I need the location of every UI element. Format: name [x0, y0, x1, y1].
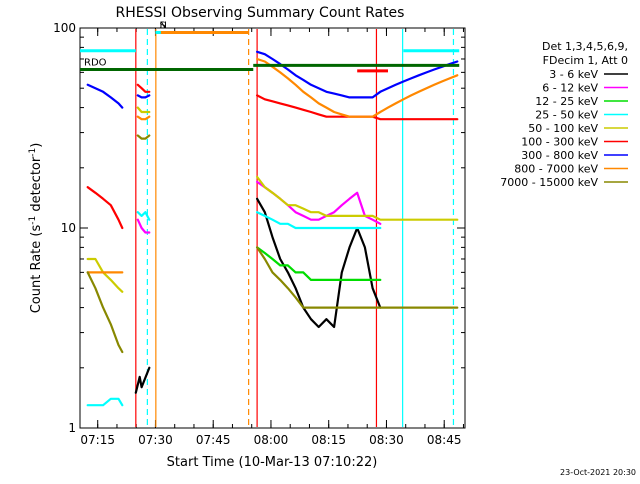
- legend-label: 50 - 100 keV: [528, 122, 598, 135]
- chart-title: RHESSI Observing Summary Count Rates: [116, 5, 405, 21]
- footer-timestamp: 23-Oct-2021 20:30: [560, 468, 636, 477]
- legend-label: 3 - 6 keV: [549, 68, 598, 81]
- y-label-mid: detector: [29, 156, 44, 216]
- x-tick-label: 08:30: [369, 433, 404, 447]
- x-tick-label: 07:15: [80, 433, 115, 447]
- legend-label: 7000 - 15000 keV: [500, 176, 598, 189]
- x-tick-label: 08:45: [427, 433, 462, 447]
- plot-area: [79, 27, 466, 429]
- x-tick-label: 07:45: [196, 433, 231, 447]
- legend-label: 25 - 50 keV: [535, 109, 598, 122]
- y-label-sup1: -1: [28, 216, 38, 225]
- series-line-2: [256, 246, 382, 281]
- legend-label: 800 - 7000 keV: [514, 163, 598, 176]
- y-axis: 1 10 100: [53, 21, 465, 435]
- x-tick-label: 08:15: [311, 433, 346, 447]
- interval-label: RDO: [84, 58, 107, 69]
- y-tick-label: 1: [68, 421, 76, 435]
- y-label-sup2: -1: [28, 148, 38, 157]
- series-line-0: [134, 197, 382, 394]
- intervals-layer: SN RDO: [80, 20, 460, 73]
- x-tick-label: 08:00: [254, 433, 289, 447]
- legend-label: 6 - 12 keV: [542, 82, 598, 95]
- y-label-prefix: Count Rate (s: [29, 225, 44, 314]
- y-tick-label: 100: [53, 21, 76, 35]
- x-axis: 07:15 07:30 07:45 08:00 08:15 08:30 08:45: [80, 28, 464, 447]
- legend: Det 1,3,4,5,6,9, FDecim 1, Att 0 3 - 6 k…: [500, 40, 628, 189]
- series-line-7: [86, 57, 459, 274]
- interval-label: S: [159, 20, 165, 31]
- y-tick-label: 10: [61, 221, 76, 235]
- legend-header-line-1: Det 1,3,4,5,6,9,: [542, 40, 628, 53]
- series-line-8: [86, 134, 459, 354]
- series-line-6: [86, 50, 459, 109]
- y-axis-label: Count Rate (s-1 detector-1): [28, 143, 44, 314]
- series-layer: [86, 50, 459, 405]
- x-axis-label: Start Time (10-Mar-13 07:10:22): [167, 455, 378, 470]
- x-tick-label: 07:30: [138, 433, 173, 447]
- legend-label: 12 - 25 keV: [535, 95, 598, 108]
- legend-label: 100 - 300 keV: [521, 136, 598, 149]
- interval-label: N: [159, 20, 166, 31]
- series-line-4: [86, 106, 459, 293]
- legend-label: 300 - 800 keV: [521, 149, 598, 162]
- y-label-suffix: ): [29, 143, 44, 148]
- vertical-markers: [135, 29, 455, 427]
- legend-header-line-2: FDecim 1, Att 0: [543, 54, 628, 67]
